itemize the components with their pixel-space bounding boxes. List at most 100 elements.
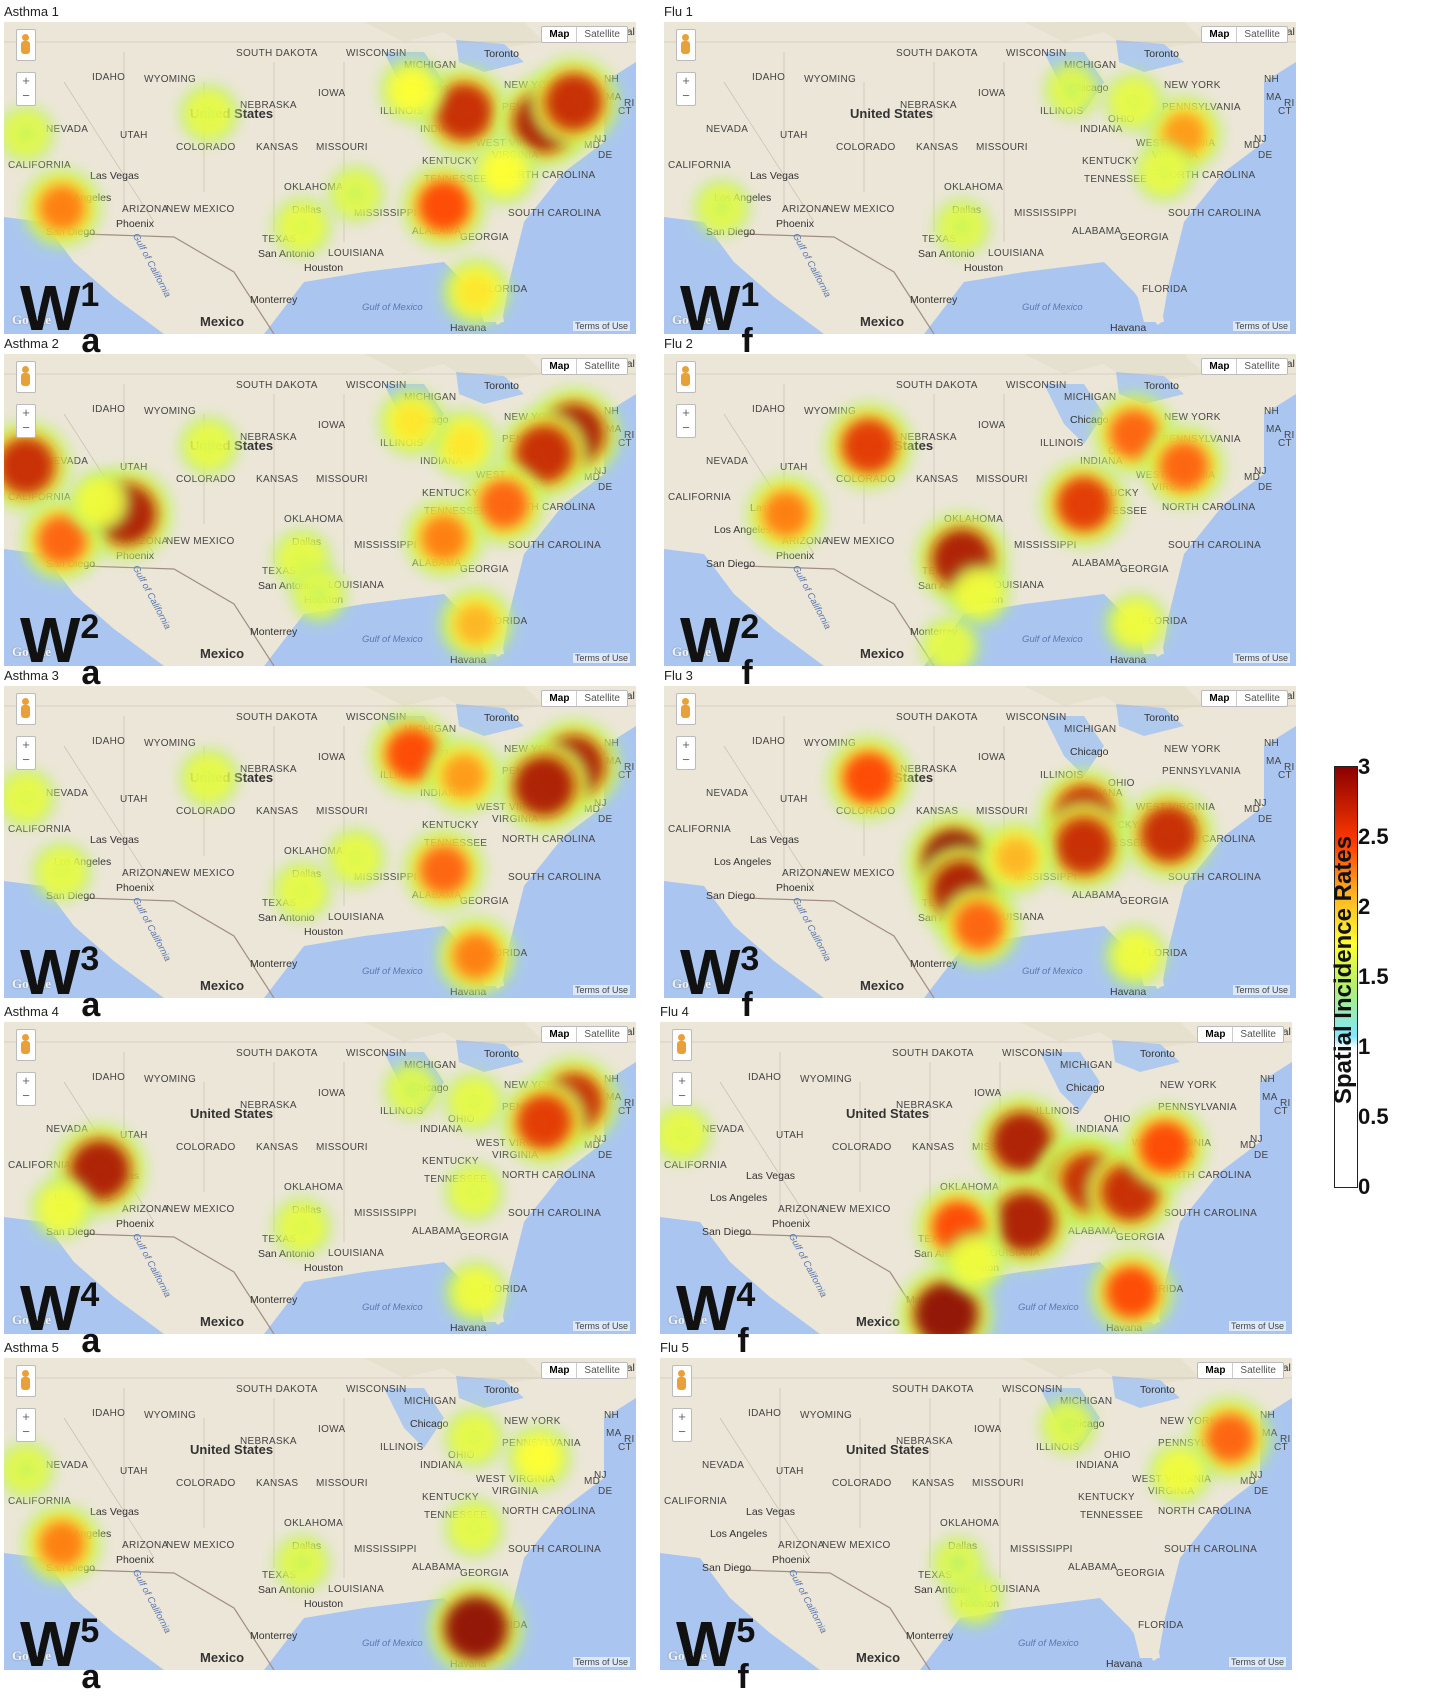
terms-link[interactable]: Terms of Use [1232, 321, 1290, 331]
zoom-out-button[interactable]: − [22, 1088, 30, 1103]
terms-link[interactable]: Terms of Use [1228, 1321, 1286, 1331]
zoom-control[interactable]: + − [16, 736, 36, 770]
map-view[interactable]: SOUTH DAKOTAWISCONSINMICHIGANIDAHOWYOMIN… [4, 686, 636, 998]
street-view-pegman-icon[interactable] [672, 1365, 692, 1397]
zoom-control[interactable]: + − [16, 404, 36, 438]
zoom-out-button[interactable]: − [22, 420, 30, 435]
map-button[interactable]: Map [542, 691, 578, 706]
city-label: Toronto [484, 712, 520, 724]
map-type-control[interactable]: Map Satellite [1197, 1362, 1284, 1379]
satellite-button[interactable]: Satellite [584, 29, 620, 40]
map-button[interactable]: Map [1202, 691, 1238, 706]
map-type-control[interactable]: Map Satellite [541, 26, 628, 43]
map-type-control[interactable]: Map Satellite [541, 1362, 628, 1379]
satellite-button[interactable]: Satellite [1240, 1029, 1276, 1040]
map-type-control[interactable]: Map Satellite [541, 1026, 628, 1043]
map-view[interactable]: SOUTH DAKOTAWISCONSINMICHIGANIDAHOWYOMIN… [4, 354, 636, 666]
map-button[interactable]: Map [1198, 1027, 1234, 1042]
zoom-in-button[interactable]: + [682, 73, 690, 88]
street-view-pegman-icon[interactable] [676, 693, 696, 725]
zoom-in-button[interactable]: + [22, 737, 30, 752]
street-view-pegman-icon[interactable] [676, 29, 696, 61]
zoom-control[interactable]: + − [672, 1072, 692, 1106]
terms-link[interactable]: Terms of Use [1232, 985, 1290, 995]
zoom-control[interactable]: + − [676, 736, 696, 770]
hotspot [427, 1579, 525, 1670]
map-type-control[interactable]: Map Satellite [1197, 1026, 1284, 1043]
map-type-control[interactable]: Map Satellite [541, 690, 628, 707]
street-view-pegman-icon[interactable] [16, 693, 36, 725]
terms-link[interactable]: Terms of Use [572, 653, 630, 663]
terms-link[interactable]: Terms of Use [572, 985, 630, 995]
satellite-button[interactable]: Satellite [584, 361, 620, 372]
map-type-control[interactable]: Map Satellite [1201, 690, 1288, 707]
zoom-control[interactable]: + − [676, 72, 696, 106]
zoom-out-button[interactable]: − [682, 88, 690, 103]
map-type-control[interactable]: Map Satellite [1201, 26, 1288, 43]
zoom-in-button[interactable]: + [22, 1409, 30, 1424]
zoom-out-button[interactable]: − [22, 1424, 30, 1439]
zoom-in-button[interactable]: + [22, 405, 30, 420]
zoom-in-button[interactable]: + [22, 1073, 30, 1088]
street-view-pegman-icon[interactable] [16, 29, 36, 61]
zoom-out-button[interactable]: − [682, 752, 690, 767]
map-type-control[interactable]: Map Satellite [541, 358, 628, 375]
zoom-in-button[interactable]: + [682, 737, 690, 752]
satellite-button[interactable]: Satellite [584, 1365, 620, 1376]
google-logo: Google [672, 644, 711, 659]
zoom-control[interactable]: + − [16, 1072, 36, 1106]
zoom-out-button[interactable]: − [678, 1424, 686, 1439]
terms-link[interactable]: Terms of Use [1232, 653, 1290, 663]
state-label: LOUISIANA [984, 1584, 1041, 1595]
zoom-out-button[interactable]: − [22, 88, 30, 103]
zoom-control[interactable]: + − [16, 1408, 36, 1442]
satellite-button[interactable]: Satellite [1244, 29, 1280, 40]
satellite-button[interactable]: Satellite [1244, 693, 1280, 704]
satellite-button[interactable]: Satellite [584, 693, 620, 704]
state-label: MA [1266, 92, 1282, 103]
hotspot [693, 179, 751, 237]
terms-link[interactable]: Terms of Use [572, 321, 630, 331]
zoom-in-button[interactable]: + [678, 1073, 686, 1088]
terms-link[interactable]: Terms of Use [572, 1657, 630, 1667]
street-view-pegman-icon[interactable] [672, 1029, 692, 1061]
terms-link[interactable]: Terms of Use [572, 1321, 630, 1331]
satellite-button[interactable]: Satellite [1244, 361, 1280, 372]
map-button[interactable]: Map [542, 359, 578, 374]
street-view-pegman-icon[interactable] [16, 361, 36, 393]
map-view[interactable]: SOUTH DAKOTAWISCONSINMICHIGANIDAHOWYOMIN… [4, 22, 636, 334]
zoom-control[interactable]: + − [676, 404, 696, 438]
map-button[interactable]: Map [1202, 27, 1238, 42]
state-label: TENNESSEE [1080, 1510, 1144, 1521]
map-button[interactable]: Map [542, 27, 578, 42]
zoom-control[interactable]: + − [672, 1408, 692, 1442]
zoom-in-button[interactable]: + [22, 73, 30, 88]
zoom-in-button[interactable]: + [682, 405, 690, 420]
city-label: Las Vegas [746, 1170, 796, 1182]
terms-link[interactable]: Terms of Use [1228, 1657, 1286, 1667]
map-button[interactable]: Map [1202, 359, 1238, 374]
w-subscript: a [81, 986, 101, 1024]
zoom-out-button[interactable]: − [678, 1088, 686, 1103]
map-button[interactable]: Map [542, 1363, 578, 1378]
street-view-pegman-icon[interactable] [16, 1029, 36, 1061]
map-button[interactable]: Map [542, 1027, 578, 1042]
map-type-control[interactable]: Map Satellite [1201, 358, 1288, 375]
state-label: KENTUCKY [422, 1156, 479, 1167]
street-view-pegman-icon[interactable] [676, 361, 696, 393]
satellite-button[interactable]: Satellite [584, 1029, 620, 1040]
zoom-in-button[interactable]: + [678, 1409, 686, 1424]
satellite-button[interactable]: Satellite [1240, 1365, 1276, 1376]
zoom-out-button[interactable]: − [22, 752, 30, 767]
street-view-pegman-icon[interactable] [16, 1365, 36, 1397]
zoom-control[interactable]: + − [16, 72, 36, 106]
map-button[interactable]: Map [1198, 1363, 1234, 1378]
zoom-out-button[interactable]: − [682, 420, 690, 435]
